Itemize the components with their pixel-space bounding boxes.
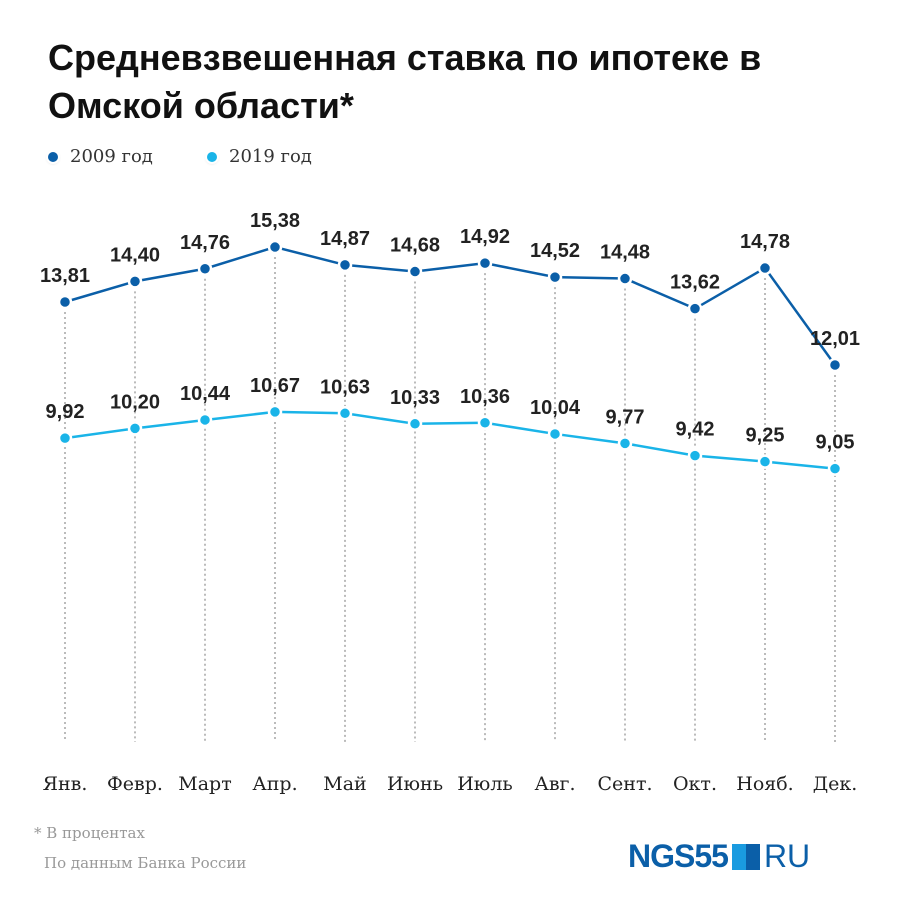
data-point xyxy=(827,357,843,373)
data-label: 15,38 xyxy=(250,210,300,232)
x-tick-label: Окт. xyxy=(673,773,717,795)
data-label: 14,92 xyxy=(460,226,510,248)
x-tick-label: Июнь xyxy=(387,773,443,795)
series-line-1 xyxy=(64,410,836,470)
data-label: 14,40 xyxy=(110,244,160,266)
legend-item-2019: 2019 год xyxy=(207,146,312,167)
data-point xyxy=(617,436,633,451)
logo-text: NGS55 xyxy=(628,838,729,874)
data-label: 10,04 xyxy=(530,397,581,419)
source-note: По данным Банка России xyxy=(44,854,247,872)
series-line-0 xyxy=(64,245,837,366)
data-point xyxy=(687,301,703,316)
data-label: 10,33 xyxy=(390,387,440,409)
data-point xyxy=(687,448,703,463)
data-label: 10,20 xyxy=(110,391,160,413)
data-point xyxy=(757,454,773,469)
x-tick-label: Март xyxy=(178,773,231,795)
data-point xyxy=(827,461,843,476)
data-point xyxy=(757,260,773,276)
legend-item-2009: 2009 год xyxy=(48,146,153,167)
legend-dot-icon xyxy=(207,151,217,162)
x-tick-label: Нояб. xyxy=(736,773,793,795)
logo-square-icon xyxy=(731,843,760,870)
legend-label: 2019 год xyxy=(229,146,312,167)
data-point xyxy=(337,406,353,421)
data-point xyxy=(407,416,423,432)
x-tick-label: Янв. xyxy=(43,773,88,795)
data-label: 10,36 xyxy=(460,386,510,408)
data-point xyxy=(267,404,283,420)
data-point xyxy=(617,271,633,286)
x-tick-label: Май xyxy=(323,773,366,795)
data-label: 9,25 xyxy=(746,425,785,447)
data-point xyxy=(197,412,213,428)
data-label: 14,76 xyxy=(180,232,230,254)
legend-dot-icon xyxy=(48,151,58,162)
data-point xyxy=(57,294,73,310)
x-tick-label: Сент. xyxy=(598,773,653,795)
x-tick-label: Дек. xyxy=(813,773,858,795)
data-label: 14,78 xyxy=(740,231,790,253)
data-label: 9,77 xyxy=(606,406,645,428)
data-point xyxy=(267,239,283,255)
data-point xyxy=(477,255,493,271)
data-label: 14,52 xyxy=(530,240,580,262)
x-tick-label: Июль xyxy=(457,773,513,795)
data-label: 9,92 xyxy=(46,401,85,423)
data-point xyxy=(127,274,143,289)
legend-label: 2009 год xyxy=(70,146,153,167)
logo-text-ru: RU xyxy=(763,838,811,874)
data-point xyxy=(407,264,423,279)
data-label: 13,81 xyxy=(40,265,90,287)
data-point xyxy=(57,430,73,446)
data-point xyxy=(547,426,563,442)
data-point xyxy=(197,261,213,276)
data-label: 9,42 xyxy=(676,419,715,441)
data-point xyxy=(477,415,493,430)
ngs55-logo: NGS55 RU xyxy=(628,838,810,875)
x-tick-label: Апр. xyxy=(252,773,297,795)
data-point xyxy=(127,421,143,436)
data-label: 12,01 xyxy=(810,328,860,350)
data-label: 13,62 xyxy=(670,272,720,294)
data-point xyxy=(337,257,353,273)
x-tick-label: Февр. xyxy=(107,773,163,795)
data-label: 14,48 xyxy=(600,242,650,264)
data-label: 10,67 xyxy=(250,375,300,397)
data-label: 9,05 xyxy=(816,432,855,454)
data-point xyxy=(547,269,563,285)
x-tick-label: Авг. xyxy=(534,773,575,795)
data-label: 14,87 xyxy=(320,228,370,250)
footnote: * В процентах xyxy=(34,824,145,842)
data-label: 14,68 xyxy=(390,235,440,257)
data-label: 10,63 xyxy=(320,376,370,398)
data-label: 10,44 xyxy=(180,383,231,405)
chart-title: Средневзвешенная ставка по ипотеке в Омс… xyxy=(48,37,762,126)
